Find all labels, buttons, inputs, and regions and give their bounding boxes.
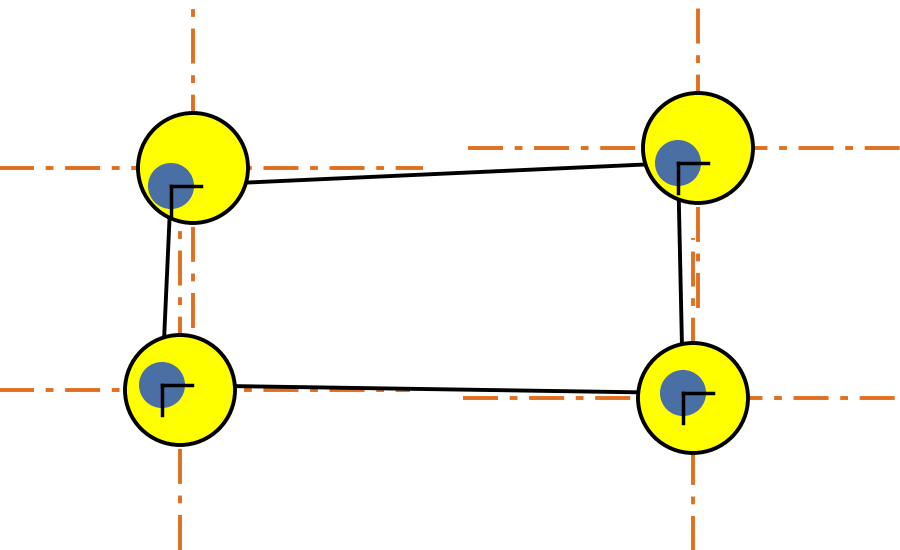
- Circle shape: [149, 164, 193, 208]
- Circle shape: [125, 335, 235, 445]
- Circle shape: [661, 371, 705, 415]
- Circle shape: [638, 343, 748, 453]
- Circle shape: [138, 113, 248, 223]
- Circle shape: [643, 93, 753, 203]
- Circle shape: [656, 141, 700, 185]
- Circle shape: [140, 363, 184, 407]
